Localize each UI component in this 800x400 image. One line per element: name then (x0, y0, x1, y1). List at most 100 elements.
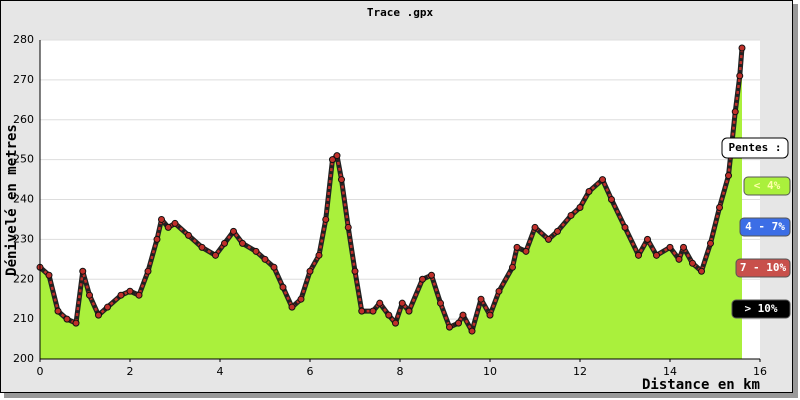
point (698, 267, 705, 275)
point (198, 243, 206, 251)
point (738, 44, 746, 52)
point (297, 295, 305, 303)
point (385, 311, 393, 319)
shadow (4, 393, 798, 398)
point (459, 311, 467, 319)
point (585, 188, 593, 196)
x-tick-label: 6 (307, 365, 314, 378)
point (428, 271, 435, 279)
point (725, 172, 732, 180)
point (315, 251, 323, 259)
point (531, 223, 539, 231)
y-tick-label: 210 (13, 312, 34, 325)
point (135, 291, 143, 299)
x-tick-label: 16 (753, 365, 767, 378)
point (608, 196, 615, 203)
point (675, 255, 683, 263)
point (230, 227, 237, 235)
point (398, 299, 406, 307)
point (333, 152, 341, 160)
x-tick-label: 8 (397, 365, 404, 378)
point (522, 247, 530, 255)
point (344, 223, 352, 231)
point (185, 231, 192, 239)
point (731, 108, 739, 116)
y-axis-label: Dénivelé en metres (4, 124, 20, 276)
point (666, 243, 674, 251)
point (72, 319, 80, 327)
point (338, 176, 345, 184)
point (221, 239, 228, 247)
point (405, 307, 413, 315)
point (653, 251, 660, 259)
point (329, 156, 336, 164)
point (554, 227, 561, 235)
point (104, 303, 111, 311)
point (468, 327, 476, 335)
legend-label: 4 - 7% (745, 220, 785, 233)
point (477, 295, 485, 303)
point (455, 319, 462, 327)
point (212, 251, 219, 259)
point (261, 255, 269, 263)
point (45, 271, 53, 279)
legend-label: > 10% (744, 302, 777, 315)
point (306, 267, 314, 275)
x-tick-label: 2 (127, 365, 134, 378)
legend-title-box (721, 137, 789, 159)
y-tick-label: 230 (13, 232, 34, 245)
point (707, 239, 714, 247)
point (736, 72, 744, 80)
legend-swatch (735, 258, 791, 278)
point (644, 235, 651, 243)
point (288, 303, 296, 311)
legend-swatch (743, 176, 791, 196)
x-tick-label: 12 (573, 365, 587, 378)
x-tick-label: 4 (217, 365, 224, 378)
point (576, 203, 584, 211)
y-tick-label: 220 (13, 272, 34, 285)
point (446, 323, 453, 331)
legend-label: < 4% (754, 179, 781, 192)
legend-label: 7 - 10% (740, 261, 787, 274)
legend-swatch (731, 299, 791, 319)
point (54, 307, 62, 315)
point (117, 291, 125, 299)
chart-title: Trace .gpx (367, 6, 434, 19)
point (270, 263, 278, 271)
point (419, 275, 426, 283)
point (86, 291, 93, 299)
point (153, 235, 161, 243)
point (239, 239, 246, 247)
legend-swatch (739, 217, 791, 237)
legend-title: Pentes : (729, 141, 782, 154)
point (158, 215, 165, 223)
x-tick-label: 10 (483, 365, 497, 378)
point (63, 315, 71, 323)
y-tick-label: 200 (13, 352, 34, 365)
point (351, 267, 359, 275)
point (599, 176, 606, 184)
point (437, 299, 444, 307)
point (509, 263, 516, 271)
point (171, 219, 179, 227)
y-tick-label: 260 (13, 113, 34, 126)
point (252, 247, 260, 255)
point (621, 223, 629, 231)
elevation-area (40, 47, 742, 359)
point (635, 251, 642, 259)
point (126, 287, 134, 295)
point (358, 307, 366, 315)
point (545, 235, 552, 243)
y-tick-label: 270 (13, 73, 34, 86)
y-tick-label: 280 (13, 33, 34, 46)
elevation-line-inner (39, 47, 744, 333)
point (95, 311, 102, 319)
point (322, 215, 330, 223)
point (144, 267, 152, 275)
shadow (793, 4, 798, 396)
x-axis-label: Distance en km (642, 377, 760, 393)
point (279, 283, 287, 291)
point (486, 311, 494, 319)
